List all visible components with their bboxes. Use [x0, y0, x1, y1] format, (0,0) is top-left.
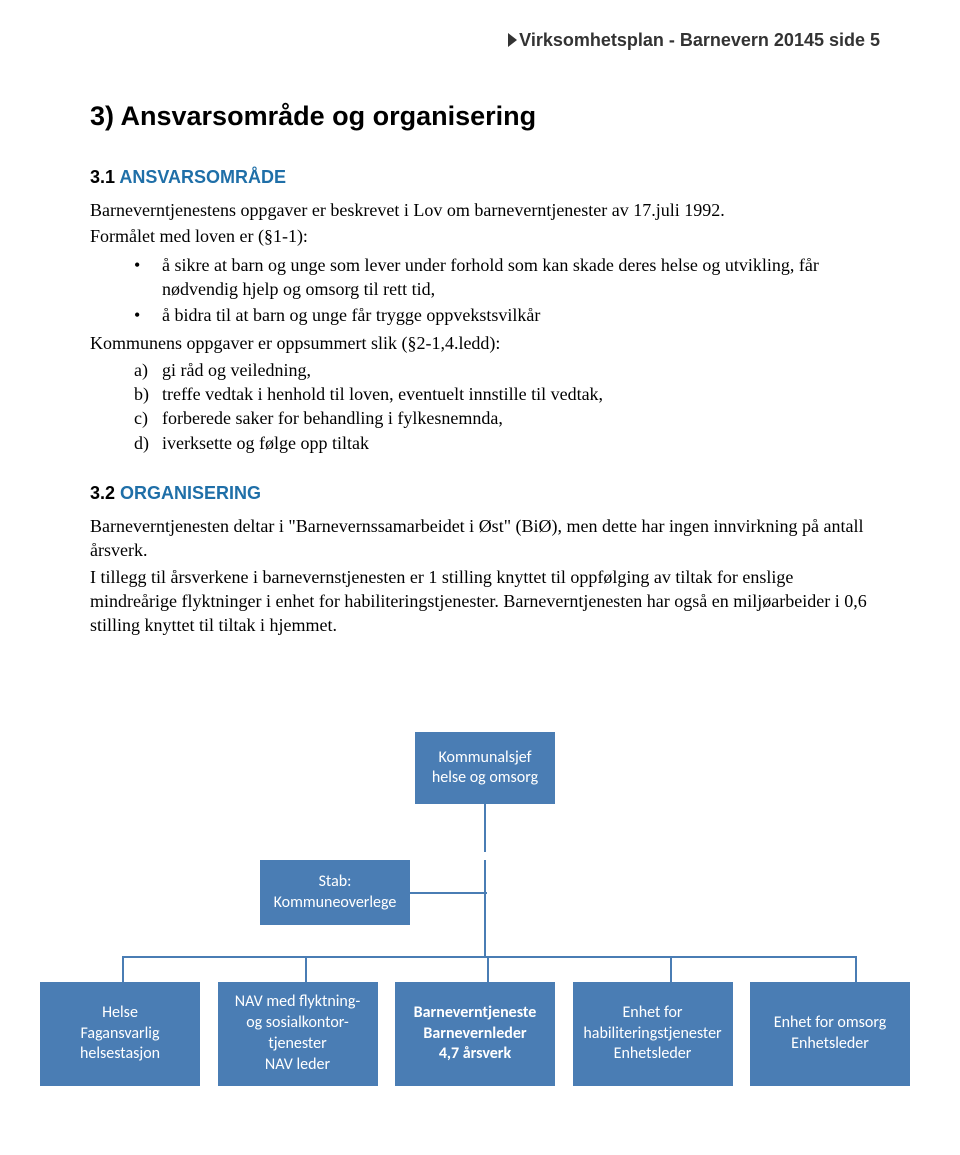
intro-text: Barneverntjenestens oppgaver er beskreve… — [90, 198, 880, 222]
org-line: 4,7 årsverk — [439, 1044, 511, 1065]
org-box-nav: NAV med flyktning- og sosialkontor- tjen… — [218, 982, 378, 1085]
bullet-item: å sikre at barn og unge som lever under … — [134, 253, 880, 302]
connector — [410, 892, 487, 894]
org-line: Fagansvarlig — [80, 1024, 159, 1045]
org-para-1: Barneverntjenesten deltar i "Barnevernss… — [90, 514, 880, 563]
org-para-2: I tillegg til årsverkene i barnevernstje… — [90, 565, 880, 638]
connector — [487, 956, 489, 982]
subsection-label: ANSVARSOMRÅDE — [119, 167, 286, 187]
org-bottom-row: Helse Fagansvarlig helsestasjon NAV med … — [40, 982, 910, 1085]
org-box-habilitering: Enhet for habiliteringstjenester Enhetsl… — [573, 982, 733, 1085]
org-chart: Kommunalsjef helse og omsorg Stab: Kommu… — [90, 732, 880, 1085]
page-header: Virksomhetsplan - Barnevern 20145 side 5 — [90, 30, 880, 51]
org-line: Barnevernleder — [423, 1024, 526, 1045]
lettered-item: a) gi råd og veiledning, — [134, 358, 880, 382]
org-line: Kommunalsjef — [439, 748, 532, 769]
lettered-item: d) iverksette og følge opp tiltak — [134, 431, 880, 455]
org-line: Enhetsleder — [614, 1044, 692, 1065]
subsection-number: 3.1 — [90, 167, 115, 187]
lettered-item: b) treffe vedtak i henhold til loven, eve… — [134, 382, 880, 406]
bullet-list: å sikre at barn og unge som lever under … — [134, 253, 880, 328]
org-line: habiliteringstjenester — [583, 1024, 721, 1045]
connector — [484, 860, 486, 932]
org-line: tjenester — [268, 1034, 326, 1055]
lettered-list: a) gi råd og veiledning, b) treffe vedtak … — [134, 358, 880, 455]
org-line: NAV leder — [265, 1055, 330, 1076]
item-text: forberede saker for behandling i fylkesn… — [162, 408, 503, 428]
item-text: gi råd og veiledning, — [162, 360, 311, 380]
org-line: helse og omsorg — [432, 768, 538, 789]
org-line: og sosialkontor- — [246, 1013, 349, 1034]
subsection-3-1: 3.1 ANSVARSOMRÅDE — [90, 167, 880, 188]
bullet-item: å bidra til at barn og unge får trygge o… — [134, 303, 880, 327]
org-box-stab: Stab: Kommuneoverlege — [260, 860, 410, 925]
org-line: Stab: — [319, 872, 352, 893]
item-label: c) — [134, 406, 148, 430]
org-line: Barneverntjeneste — [414, 1003, 537, 1024]
connector — [484, 804, 486, 852]
org-line: Enhetsleder — [791, 1034, 869, 1055]
item-label: b) — [134, 382, 149, 406]
org-line: Enhet for — [622, 1003, 682, 1024]
org-line: helsestasjon — [80, 1044, 160, 1065]
connector — [122, 956, 857, 958]
org-line: Kommuneoverlege — [274, 893, 397, 914]
connector — [484, 932, 486, 958]
header-text: Virksomhetsplan - Barnevern 20145 side 5 — [519, 30, 880, 50]
org-box-top: Kommunalsjef helse og omsorg — [415, 732, 555, 804]
connector — [855, 956, 857, 982]
subsection-label: ORGANISERING — [120, 483, 261, 503]
org-line: NAV med flyktning- — [235, 992, 361, 1013]
connector — [305, 956, 307, 982]
item-label: d) — [134, 431, 149, 455]
item-text: iverksette og følge opp tiltak — [162, 433, 369, 453]
org-line: Enhet for omsorg — [774, 1013, 886, 1034]
org-box-barnevern: Barneverntjeneste Barnevernleder 4,7 års… — [395, 982, 555, 1085]
org-box-omsorg: Enhet for omsorg Enhetsleder — [750, 982, 910, 1085]
section-title: 3) Ansvarsområde og organisering — [90, 101, 880, 132]
org-line: Helse — [102, 1003, 138, 1024]
org-box-helse: Helse Fagansvarlig helsestasjon — [40, 982, 200, 1085]
connector — [122, 956, 124, 982]
item-label: a) — [134, 358, 148, 382]
kommunens-text: Kommunens oppgaver er oppsummert slik (§… — [90, 331, 880, 355]
subsection-number: 3.2 — [90, 483, 115, 503]
lettered-item: c) forberede saker for behandling i fylke… — [134, 406, 880, 430]
arrow-icon — [508, 33, 517, 47]
formalet-text: Formålet med loven er (§1-1): — [90, 224, 880, 248]
item-text: treffe vedtak i henhold til loven, event… — [162, 384, 603, 404]
connector — [670, 956, 672, 982]
subsection-3-2: 3.2 ORGANISERING — [90, 483, 880, 504]
